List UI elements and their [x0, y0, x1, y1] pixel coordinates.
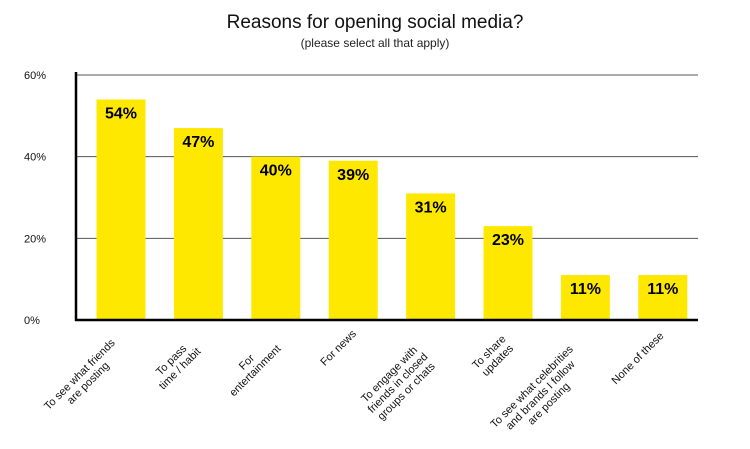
x-tick-label: For news — [318, 328, 359, 369]
bar — [483, 226, 533, 320]
x-tick-label-line: For news — [318, 328, 359, 369]
x-tick-label: To shareupdates — [470, 333, 517, 380]
data-label: 23% — [492, 232, 524, 249]
bar — [96, 99, 146, 320]
x-tick-label: To passtime / habit — [148, 337, 203, 392]
data-label: 11% — [570, 281, 601, 298]
data-label: 31% — [415, 199, 447, 216]
data-label: 47% — [182, 134, 214, 151]
y-tick-label: 40% — [24, 152, 46, 164]
data-label: 40% — [260, 163, 292, 180]
data-label: 39% — [337, 167, 369, 184]
x-tick-label-line: None of these — [610, 330, 667, 387]
y-tick-label: 20% — [24, 233, 46, 245]
chart-subtitle: (please select all that apply) — [301, 36, 450, 50]
data-label: 54% — [105, 106, 137, 123]
y-tick-label: 60% — [24, 70, 46, 82]
y-tick-label: 0% — [24, 315, 40, 327]
bar — [638, 275, 688, 320]
x-tick-label: Forentertainment — [219, 335, 284, 400]
bar — [560, 275, 610, 320]
bar — [251, 156, 301, 320]
data-label: 11% — [647, 281, 678, 298]
x-tick-label: To engage withfriends in closedgroups or… — [357, 342, 439, 424]
bar — [328, 160, 378, 320]
bar — [406, 193, 456, 320]
chart-title: Reasons for opening social media? — [227, 12, 524, 33]
x-tick-label-line: entertainment — [227, 343, 283, 399]
bar — [173, 128, 223, 320]
x-tick-label: To see what friendsare posting — [42, 337, 126, 421]
x-tick-label: None of these — [610, 330, 667, 387]
x-tick-label-line: To see what friends — [42, 337, 118, 413]
